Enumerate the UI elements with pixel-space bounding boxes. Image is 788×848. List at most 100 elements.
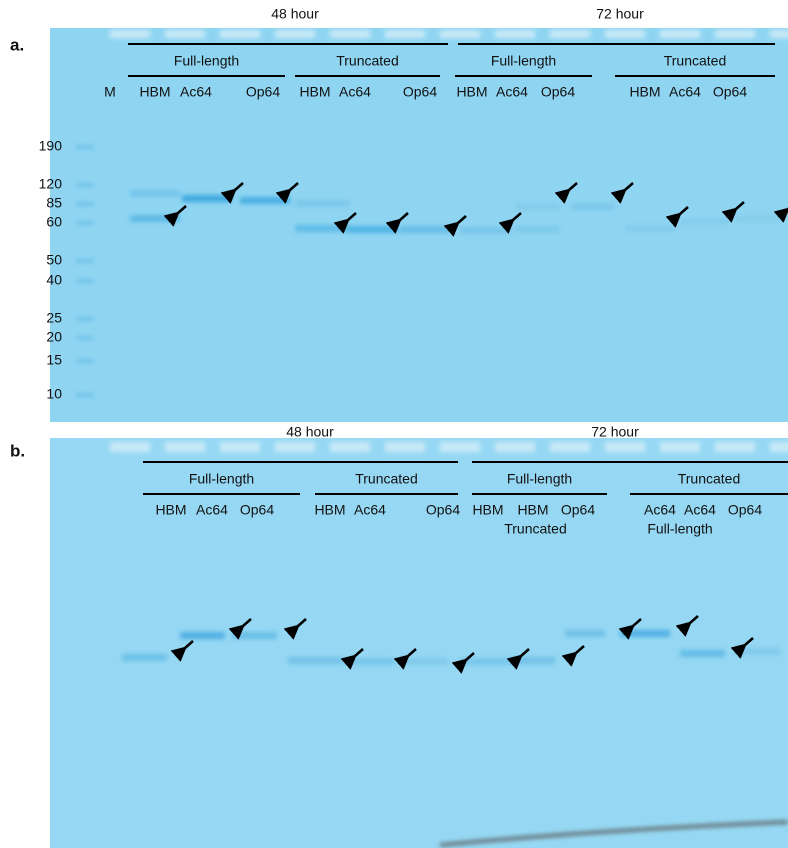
band xyxy=(295,200,350,207)
well xyxy=(715,442,755,452)
lane-label: Op64 xyxy=(246,84,280,100)
ladder-band xyxy=(76,145,94,149)
ladder-band xyxy=(76,221,94,225)
ladder-band xyxy=(76,317,94,321)
band xyxy=(680,650,725,657)
band xyxy=(510,657,555,664)
band xyxy=(515,226,560,233)
time-label: 72 hour xyxy=(596,6,644,22)
group-label: Truncated xyxy=(664,53,727,69)
band xyxy=(398,658,448,665)
well xyxy=(770,442,788,452)
lane-label: HBM xyxy=(155,502,186,518)
band xyxy=(182,195,232,202)
lane-label: Op64 xyxy=(561,502,595,518)
lane-label: Ac64 xyxy=(496,84,528,100)
panel-label: a. xyxy=(10,35,24,54)
lane-label: HBM xyxy=(456,84,487,100)
group-label: Full-length xyxy=(491,53,556,69)
well xyxy=(110,442,150,452)
marker-size: 190 xyxy=(39,138,63,154)
well xyxy=(110,30,150,38)
band xyxy=(348,226,398,233)
band xyxy=(130,215,180,222)
ladder-band xyxy=(76,393,94,397)
well xyxy=(605,442,645,452)
well xyxy=(220,442,260,452)
time-label: 72 hour xyxy=(591,424,639,440)
ladder-band xyxy=(76,279,94,283)
band xyxy=(570,203,615,210)
well xyxy=(220,30,260,38)
well xyxy=(715,30,755,38)
lane-label: HBM xyxy=(629,84,660,100)
figure: a.48 hour72 hourFull-lengthHBMAc64Op64Tr… xyxy=(0,0,788,848)
marker-size: 120 xyxy=(39,176,63,192)
band xyxy=(232,632,277,639)
band xyxy=(735,215,780,222)
well xyxy=(165,442,205,452)
group-label: Truncated xyxy=(355,471,418,487)
lane-label: Ac64 xyxy=(684,502,716,518)
band xyxy=(288,657,343,664)
lane-label: Ac64 xyxy=(669,84,701,100)
marker-size: 25 xyxy=(46,310,62,326)
marker-size: 10 xyxy=(46,386,62,402)
band xyxy=(460,227,510,234)
time-label: 48 hour xyxy=(286,424,334,440)
well xyxy=(660,30,700,38)
well xyxy=(385,30,425,38)
time-label: 48 hour xyxy=(271,6,319,22)
ladder-band xyxy=(76,183,94,187)
page: {"panels": [ {"label": "a.", "times": ["… xyxy=(0,0,788,848)
ladder-band xyxy=(76,259,94,263)
marker-size: 20 xyxy=(46,329,62,345)
band xyxy=(625,225,675,232)
lane-label: Ac64 xyxy=(354,502,386,518)
well xyxy=(440,442,480,452)
well xyxy=(495,30,535,38)
group-label: Truncated xyxy=(678,471,741,487)
marker-size: 15 xyxy=(46,352,62,368)
lane-label: HBM xyxy=(299,84,330,100)
well xyxy=(550,30,590,38)
lane-label: Op64 xyxy=(728,502,762,518)
lane-label: Ac64 xyxy=(644,502,676,518)
band xyxy=(620,630,670,637)
well xyxy=(550,442,590,452)
ladder-band xyxy=(76,202,94,206)
lane-label: Ac64 xyxy=(196,502,228,518)
marker-size: 85 xyxy=(46,195,62,211)
marker-lane-label: M xyxy=(104,84,116,100)
group-label: Full-length xyxy=(507,471,572,487)
gel-b xyxy=(50,438,788,848)
band xyxy=(735,648,780,655)
well xyxy=(440,30,480,38)
band xyxy=(400,226,450,233)
lane-label: HBM xyxy=(139,84,170,100)
well xyxy=(165,30,205,38)
lane-note: Truncated xyxy=(504,521,567,537)
group-label: Full-length xyxy=(189,471,254,487)
band xyxy=(515,203,560,210)
band xyxy=(180,632,225,639)
ladder-band xyxy=(76,359,94,363)
lane-label: HBM xyxy=(517,502,548,518)
band xyxy=(345,658,395,665)
well xyxy=(330,30,370,38)
marker-size: 50 xyxy=(46,252,62,268)
lane-label: Ac64 xyxy=(180,84,212,100)
well xyxy=(770,30,788,38)
lane-label: Op64 xyxy=(713,84,747,100)
ladder-band xyxy=(76,336,94,340)
panel-label: b. xyxy=(10,441,25,460)
well xyxy=(605,30,645,38)
well xyxy=(495,442,535,452)
band xyxy=(680,218,730,225)
marker-size: 40 xyxy=(46,272,62,288)
band xyxy=(130,190,180,197)
group-label: Full-length xyxy=(174,53,239,69)
lane-label: HBM xyxy=(314,502,345,518)
band xyxy=(295,225,350,232)
lane-label: Ac64 xyxy=(339,84,371,100)
